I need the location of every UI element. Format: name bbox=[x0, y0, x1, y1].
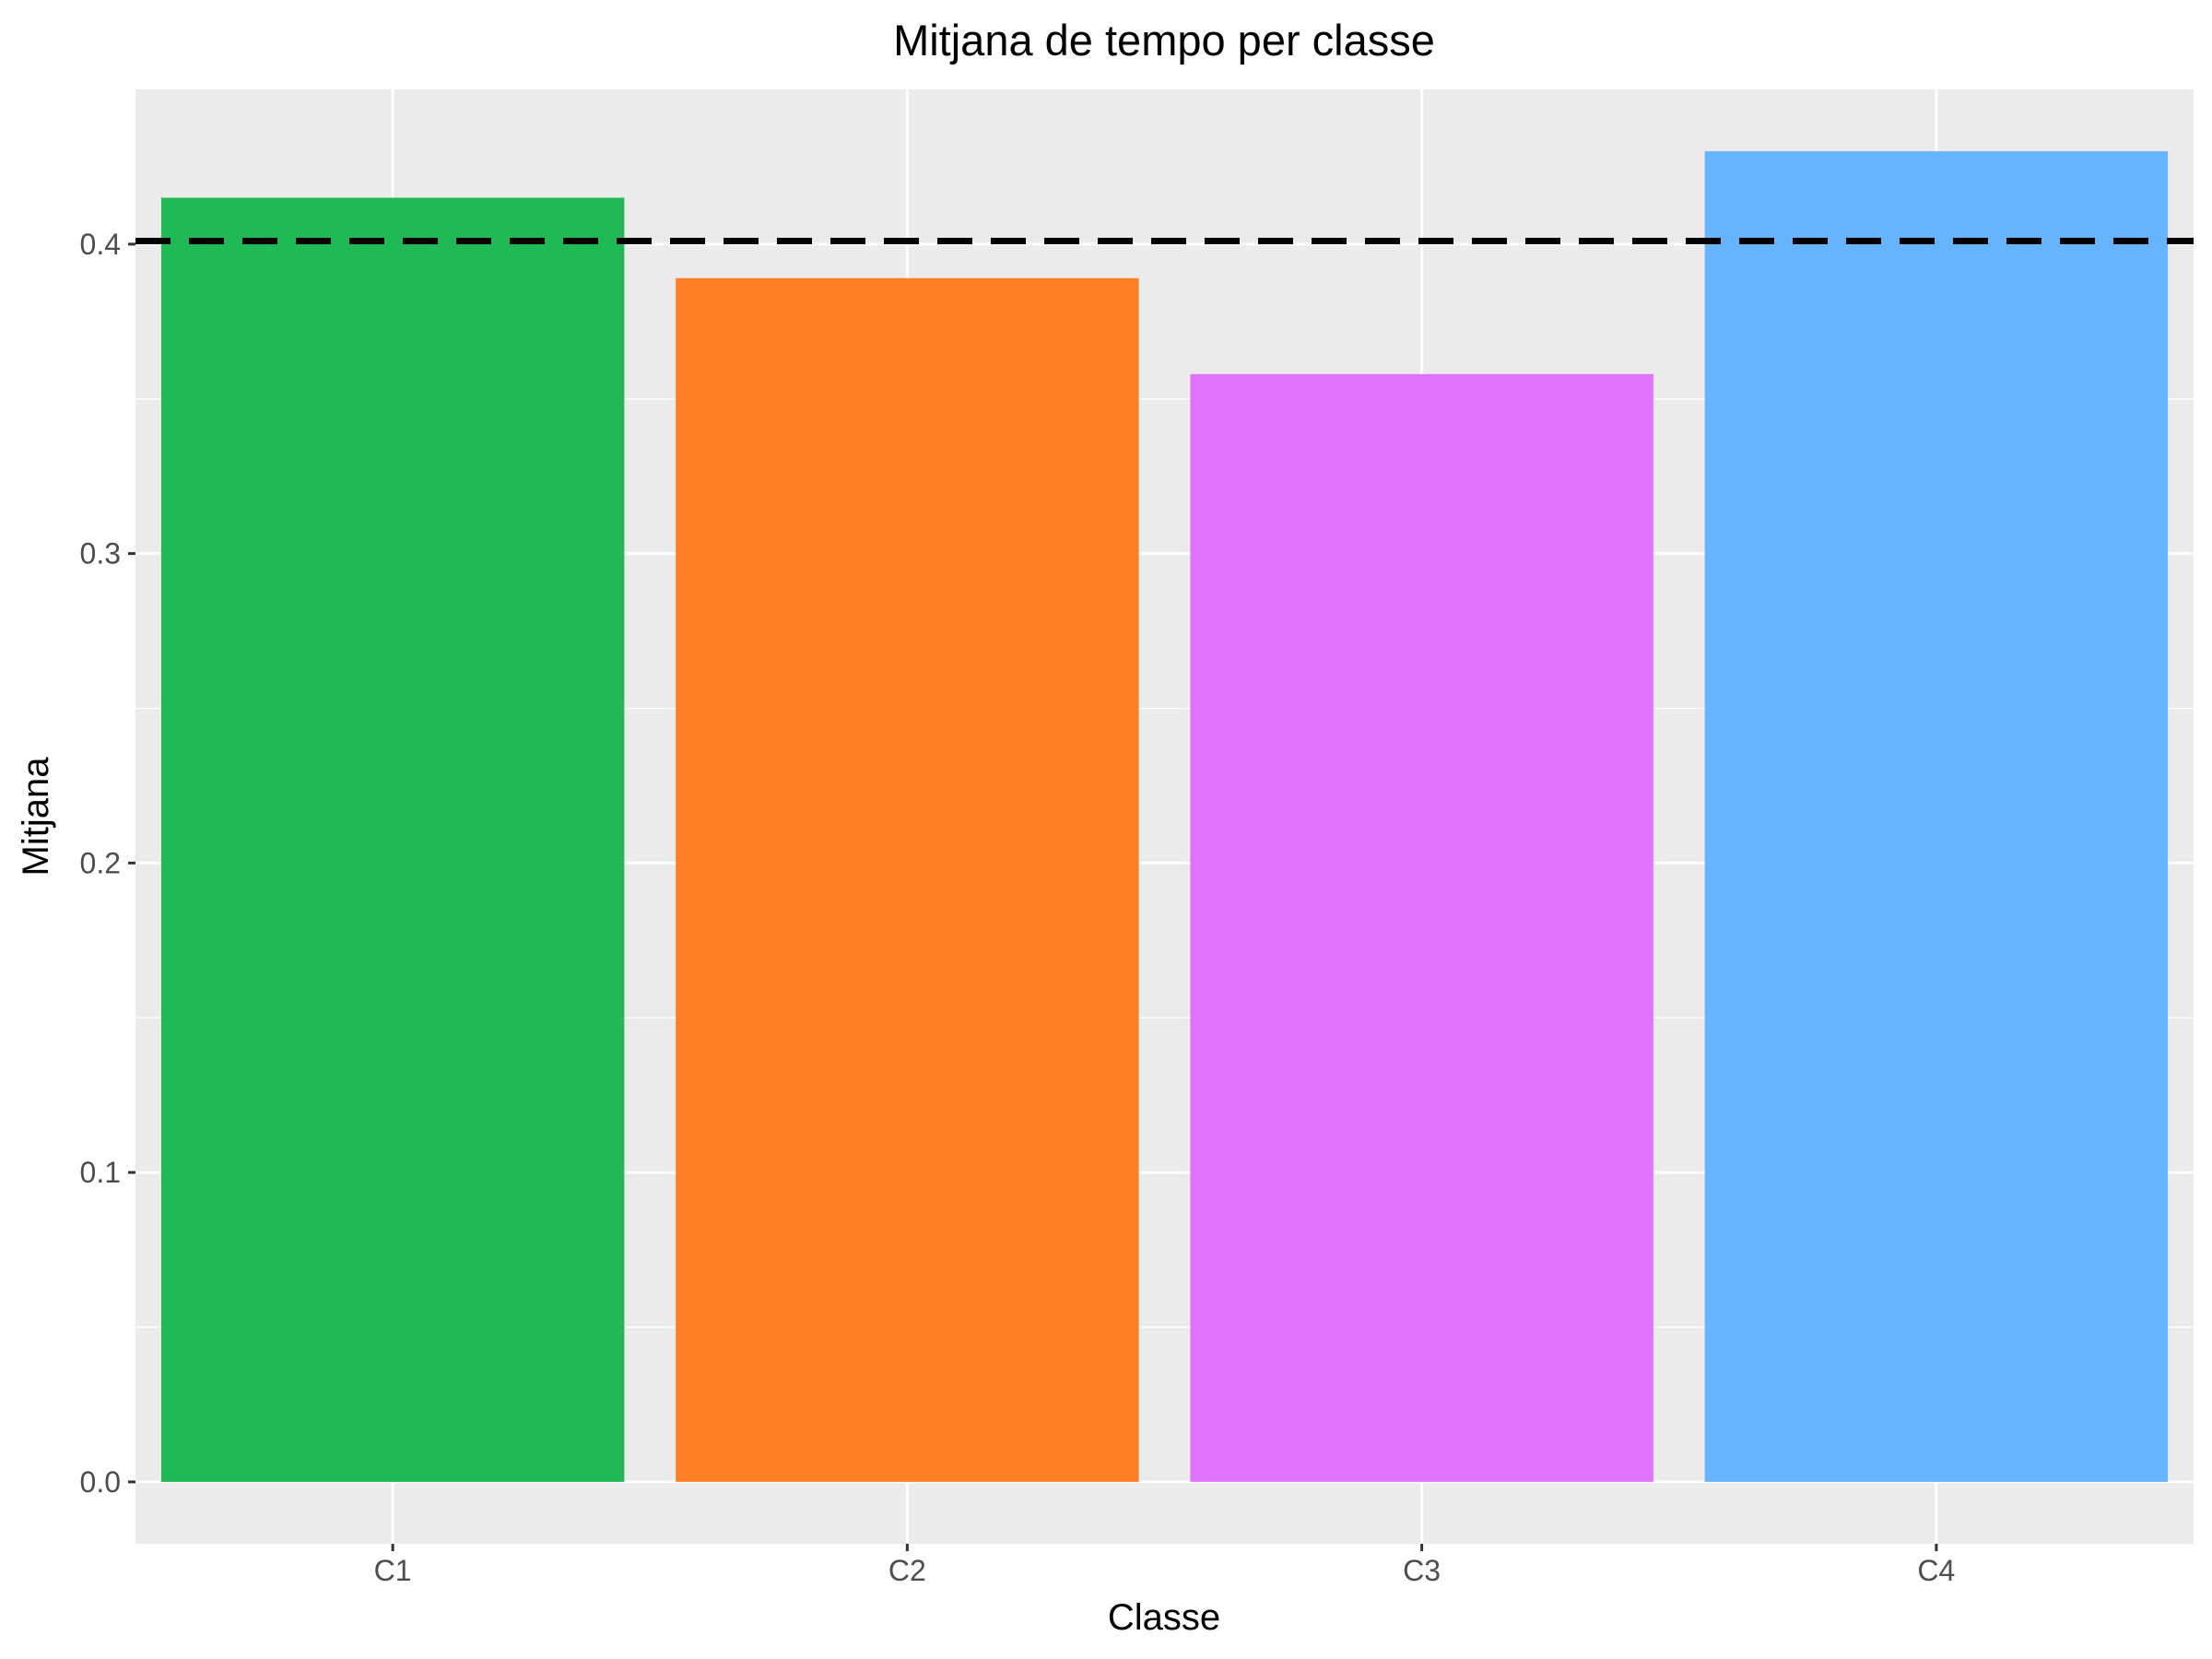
y-tick-label: 0.0 bbox=[80, 1465, 121, 1499]
x-tick-label: C1 bbox=[374, 1554, 412, 1587]
y-tick-label: 0.2 bbox=[80, 846, 121, 879]
bar-c1 bbox=[160, 197, 625, 1482]
chart-title: Mitjana de tempo per classe bbox=[893, 16, 1435, 65]
x-tick-label: C4 bbox=[1917, 1554, 1955, 1587]
y-tick-label: 0.4 bbox=[80, 228, 121, 261]
y-axis: 0.0 0.1 0.2 0.3 0.4 bbox=[80, 228, 135, 1499]
x-tick-label: C2 bbox=[888, 1554, 926, 1587]
y-tick-label: 0.1 bbox=[80, 1156, 121, 1189]
bars bbox=[160, 151, 2169, 1482]
y-axis-title: Mitjana bbox=[16, 757, 56, 877]
y-tick-label: 0.3 bbox=[80, 537, 121, 571]
bar-c2 bbox=[676, 277, 1139, 1482]
bar-c4 bbox=[1704, 151, 2169, 1482]
x-axis-title: Classe bbox=[1108, 1597, 1220, 1638]
x-tick-label: C3 bbox=[1403, 1554, 1441, 1587]
bar-c3 bbox=[1190, 373, 1653, 1482]
x-axis: C1 C2 C3 C4 bbox=[374, 1544, 1955, 1587]
